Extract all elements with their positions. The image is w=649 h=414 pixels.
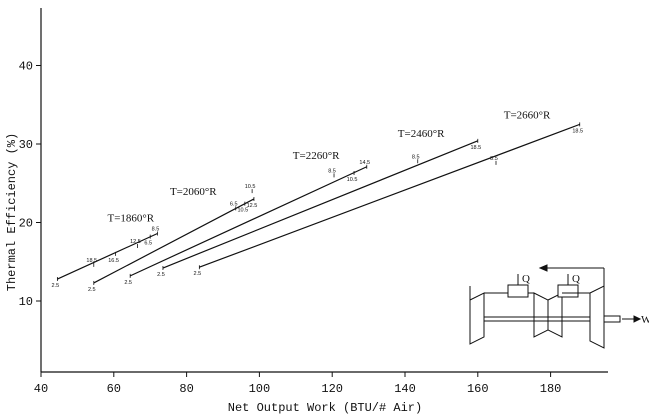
data-point-label: 2.5 — [194, 271, 202, 277]
x-tick-label: 160 — [467, 382, 489, 396]
data-point-label: 10.5 — [237, 208, 248, 214]
x-tick-label: 140 — [394, 382, 416, 396]
data-point-label: 8.5 — [328, 168, 336, 174]
schematic-compressor — [469, 292, 485, 345]
schematic-combustor-2 — [557, 284, 579, 298]
series-0: 2.5 18.5 16.5 12.5 6.5 8.5 T=1860°R — [52, 212, 160, 289]
axes — [40, 8, 608, 373]
series-name-label: T=2060°R — [170, 186, 217, 198]
series-1: 2.56.510.510.512.5T=2060°R — [88, 184, 257, 293]
schematic-turbine-1 — [533, 292, 549, 338]
y-axis-title: Thermal Efficiency (%) — [5, 133, 19, 291]
schematic-combustor-1 — [507, 284, 529, 298]
y-ticks: 10 20 30 40 — [19, 60, 41, 309]
schematic-work-label: W — [641, 314, 649, 326]
data-point-label: 10.5 — [245, 184, 256, 190]
data-point-label: 14.5 — [359, 160, 370, 166]
series-layer: 2.518.5 16.512.5 6.58.5T=1860°R2.56.510.51… — [52, 109, 584, 293]
series-line — [199, 123, 580, 268]
x-tick-label: 80 — [179, 382, 193, 396]
y-tick-label: 30 — [19, 138, 33, 152]
schematic-turbine-2 — [547, 292, 563, 338]
data-point-label: 12.5 — [130, 239, 141, 245]
series-line — [93, 198, 255, 284]
data-point-label: 8.5 — [152, 226, 160, 232]
series-name-label: T=1860°R — [107, 212, 154, 224]
data-point-label: 12.5 — [247, 203, 258, 209]
series-line — [162, 140, 479, 269]
data-point-label: 2.5 — [88, 287, 96, 293]
data-point-label: 2.5 — [124, 280, 132, 286]
series-4: 2.5 8.5 18.5 T=2660°R — [194, 109, 584, 277]
schematic-heat-arrowhead — [538, 264, 548, 272]
x-ticks: 40 60 80 100 120 140 160 180 — [34, 372, 562, 396]
x-axis-title: Net Output Work (BTU/# Air) — [228, 401, 422, 414]
data-point-label: 8.5 — [412, 154, 420, 160]
x-tick-label: 120 — [321, 382, 343, 396]
series-name-label: T=2660°R — [504, 109, 551, 121]
x-tick-label: 60 — [107, 382, 121, 396]
data-point-label: 16.5 — [108, 258, 119, 264]
data-point-label: 2.5 — [52, 283, 60, 289]
data-point-label: 6.5 — [230, 201, 238, 207]
y-tick-label: 10 — [19, 295, 33, 309]
series-2: 2.5 8.5 10.5 14.5 T=2260°R — [124, 150, 370, 286]
data-point-label: 2.5 — [157, 272, 165, 278]
series-line — [129, 166, 368, 277]
series-name-label: T=2460°R — [398, 128, 445, 140]
data-point-label: 18.5 — [470, 145, 481, 151]
data-point-label: 8.5 — [490, 156, 498, 162]
x-tick-label: 40 — [34, 382, 48, 396]
schematic-output-shaft — [603, 315, 621, 323]
y-tick-label: 40 — [19, 60, 33, 74]
schematic-turbine-3 — [589, 285, 605, 349]
series-3: 2.5 8.5 18.5 T=2460°R — [157, 128, 481, 278]
turbine-schematic: Q Q W — [469, 264, 649, 349]
schematic-q1-label: Q — [522, 273, 530, 285]
x-tick-label: 100 — [249, 382, 271, 396]
series-line — [57, 232, 158, 280]
data-point-label: 10.5 — [347, 177, 358, 183]
schematic-work-arrowhead — [633, 315, 642, 323]
data-point-label: 18.5 — [86, 258, 97, 264]
y-tick-label: 20 — [19, 217, 33, 231]
series-name-label: T=2260°R — [293, 150, 340, 162]
x-tick-label: 180 — [540, 382, 562, 396]
data-point-label: 18.5 — [572, 128, 583, 134]
schematic-q2-label: Q — [572, 273, 580, 285]
data-point-label: 6.5 — [144, 241, 152, 247]
